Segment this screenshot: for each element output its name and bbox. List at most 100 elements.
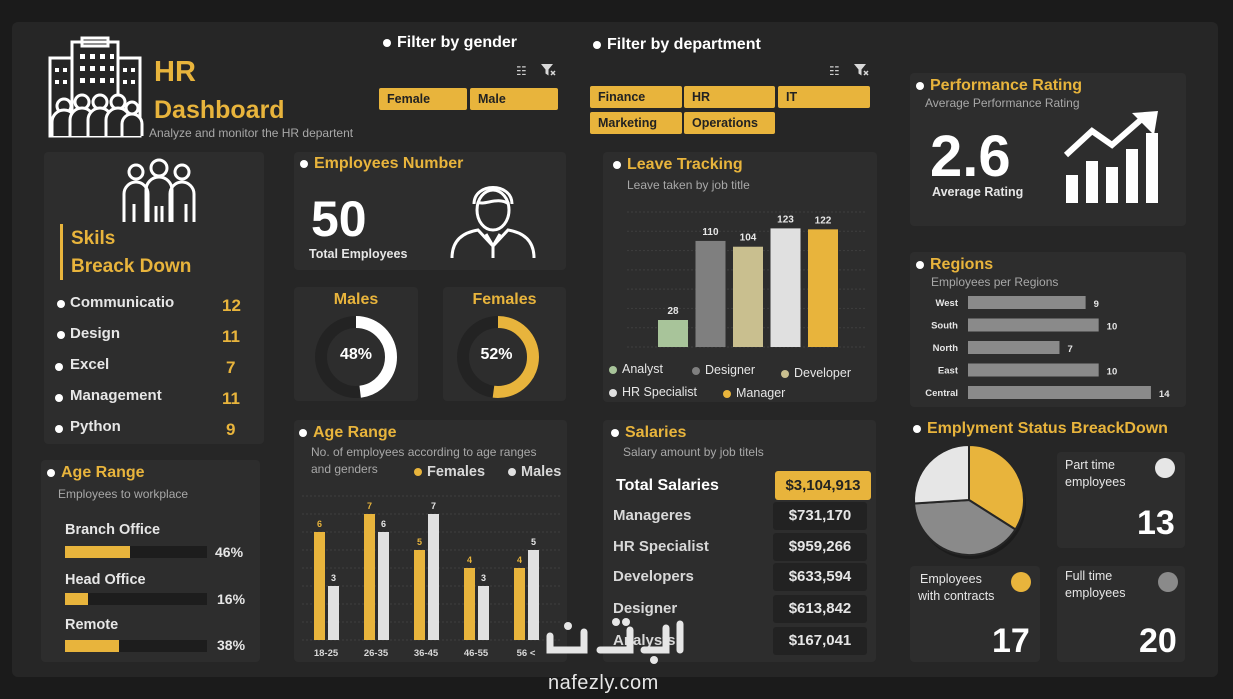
females-card: Females 52% [443,287,566,401]
employment-pie-chart [913,443,1026,559]
age-bar [464,568,475,640]
salaries-card: Salaries Salary amount by job titels Tot… [603,420,876,662]
leave-bar [770,228,801,347]
watermark-logo [540,618,700,668]
department-filter-title: Filter by department [593,36,761,54]
males-pct: 48% [339,346,373,363]
clear-filter-icon[interactable] [540,63,556,80]
age-legend-females: Females [414,464,485,480]
team-icon [120,158,198,231]
age-tick-label: 56 < [517,648,536,659]
workplace-label: Head Office [65,572,146,588]
workplace-bar-fill [65,640,119,652]
leave-chart: 28 110 104 123 122 [627,211,867,348]
bullet-icon [55,425,63,433]
region-bar [968,386,1151,399]
region-data-label: 10 [1107,322,1118,333]
age-range-title: Age Range [299,424,397,442]
age-tick-label: 36-45 [414,648,439,659]
part-time-dot-icon [1155,458,1175,478]
region-bar [968,363,1099,377]
bullet-icon [57,300,65,308]
regions-subtitle: Employees per Regions [931,275,1059,289]
age-range-subtitle-line1: No. of employees according to age ranges [311,445,537,459]
leave-legend-manager: Manager [723,386,785,400]
salaries-subtitle: Salary amount by job titels [623,445,764,459]
leave-legend-analyst: Analyst [609,362,663,376]
salary-row: Designer $613,842 [613,595,868,623]
salary-label: Developers [613,568,694,585]
filter-chip-hr[interactable]: HR [684,86,775,108]
age-bar [314,532,325,640]
age-tick-label: 46-55 [464,648,489,659]
contracts-label-line1: Employees [920,572,982,586]
females-title: Females [472,291,537,308]
clear-filter-icon[interactable] [853,63,869,80]
age-data-label: 5 [417,537,422,547]
performance-value: 2.6 [930,124,1011,189]
total-salaries-value: $3,104,913 [775,471,871,500]
salary-row: Manageres $731,170 [613,502,868,530]
age-tick-label: 18-25 [314,648,339,659]
workplace-pct: 38% [217,637,246,653]
age-data-label: 3 [331,573,336,583]
multi-select-icon[interactable]: ☷ [829,64,840,78]
pie-slice [913,443,970,505]
age-data-label: 4 [517,555,522,565]
skill-value: 11 [222,389,240,408]
filter-chip-male[interactable]: Male [470,88,558,110]
age-data-label: 3 [481,573,486,583]
employees-label: Total Employees [309,247,408,261]
leave-legend-developer: Developer [781,366,851,380]
workplace-card: Age Range Employees to workplace Branch … [41,460,260,662]
full-time-value: 20 [1139,622,1177,660]
skill-label: Design [70,325,121,342]
salaries-title: Salaries [611,424,686,442]
performance-subtitle: Average Performance Rating [925,96,1080,110]
skill-label: Excel [70,356,110,373]
workplace-title: Age Range [47,464,145,482]
employees-card: Employees Number 50 Total Employees [294,152,566,270]
workplace-pct: 46% [215,544,244,560]
workplace-pct: 16% [217,591,246,607]
leave-subtitle: Leave taken by job title [627,178,750,192]
region-data-label: 10 [1107,367,1118,378]
employee-person-icon [448,176,538,265]
filter-chip-female[interactable]: Female [379,88,467,110]
leave-data-label: 110 [702,227,719,238]
age-bar [478,586,489,640]
skill-label: Management [70,387,162,404]
contracts-dot-icon [1011,572,1031,592]
region-tick-label: East [938,366,959,377]
part-time-label-line2: employees [1065,475,1126,489]
skills-title-line1: Skils [71,228,116,249]
skills-card: Skils Breack Down Communicatio 12 Design 1… [44,152,264,444]
age-range-card: Age Range No. of employees according to … [294,420,567,662]
filter-chip-marketing[interactable]: Marketing [590,112,682,134]
salary-value: $633,594 [773,563,867,591]
age-data-label: 5 [531,537,536,547]
filter-chip-finance[interactable]: Finance [590,86,682,108]
skill-label: Communicatio [70,294,175,311]
skill-row: Communicatio 12 [44,294,264,318]
bullet-icon [57,331,65,339]
filter-chip-operations[interactable]: Operations [684,112,775,134]
skill-row: Management 11 [44,387,264,411]
regions-card: Regions Employees per Regions West 9 South… [910,252,1186,407]
salary-row: HR Specialist $959,266 [613,533,868,561]
total-salaries-label: Total Salaries [616,477,719,494]
workplace-bar-fill [65,546,131,558]
filter-chip-it[interactable]: IT [778,86,870,108]
skill-value: 12 [222,296,241,315]
contracts-card: Employees with contracts 17 [910,566,1040,662]
full-time-label-line2: employees [1065,586,1126,600]
building-icon [46,36,146,140]
multi-select-icon[interactable]: ☷ [516,64,527,78]
skill-value: 11 [222,327,240,346]
leave-title: Leave Tracking [613,156,743,174]
salary-label: HR Specialist [613,538,709,555]
page-subtitle: Analyze and monitor the HR departent [149,126,354,140]
leave-data-label: 104 [740,233,757,244]
age-data-label: 4 [467,555,472,565]
